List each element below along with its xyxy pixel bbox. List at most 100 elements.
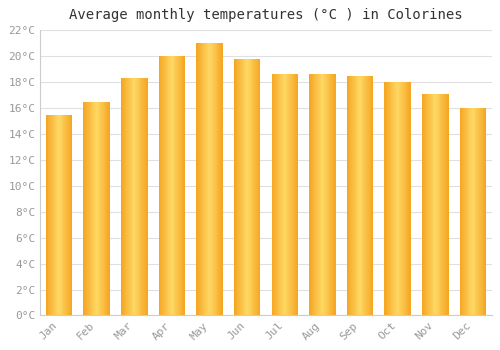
Bar <box>106 102 108 315</box>
Bar <box>242 59 244 315</box>
Bar <box>126 78 128 315</box>
Bar <box>258 59 260 315</box>
Bar <box>320 75 322 315</box>
Bar <box>180 56 181 315</box>
Bar <box>476 108 478 315</box>
Bar <box>242 59 243 315</box>
Bar <box>283 75 284 315</box>
Bar <box>384 82 411 315</box>
Bar <box>478 108 479 315</box>
Bar <box>178 56 179 315</box>
Bar <box>212 43 213 315</box>
Bar <box>348 76 349 315</box>
Bar <box>210 43 212 315</box>
Bar <box>214 43 215 315</box>
Bar <box>465 108 466 315</box>
Bar <box>134 78 136 315</box>
Bar <box>312 75 313 315</box>
Bar <box>284 75 285 315</box>
Bar <box>362 76 364 315</box>
Bar <box>144 78 145 315</box>
Bar <box>205 43 206 315</box>
Bar <box>48 115 50 315</box>
Bar <box>257 59 258 315</box>
Bar <box>180 56 182 315</box>
Bar <box>100 102 101 315</box>
Bar <box>325 75 326 315</box>
Bar <box>64 115 66 315</box>
Bar <box>350 76 352 315</box>
Bar <box>290 75 291 315</box>
Bar <box>351 76 352 315</box>
Bar <box>96 102 98 315</box>
Bar <box>442 94 444 315</box>
Bar <box>46 115 72 315</box>
Bar <box>145 78 146 315</box>
Bar <box>314 75 316 315</box>
Bar <box>138 78 140 315</box>
Bar <box>104 102 106 315</box>
Bar <box>292 75 293 315</box>
Bar <box>248 59 249 315</box>
Bar <box>168 56 170 315</box>
Bar <box>61 115 62 315</box>
Bar <box>296 75 297 315</box>
Bar <box>354 76 356 315</box>
Bar <box>424 94 425 315</box>
Bar <box>160 56 162 315</box>
Bar <box>46 115 47 315</box>
Bar <box>173 56 174 315</box>
Bar <box>172 56 173 315</box>
Bar <box>460 108 486 315</box>
Bar <box>426 94 428 315</box>
Bar <box>162 56 164 315</box>
Bar <box>422 94 423 315</box>
Bar <box>197 43 198 315</box>
Bar <box>158 56 160 315</box>
Bar <box>94 102 95 315</box>
Bar <box>50 115 51 315</box>
Bar <box>52 115 53 315</box>
Bar <box>367 76 368 315</box>
Bar <box>92 102 94 315</box>
Bar <box>142 78 143 315</box>
Bar <box>408 82 409 315</box>
Bar <box>368 76 369 315</box>
Bar <box>398 82 400 315</box>
Bar <box>95 102 96 315</box>
Bar <box>361 76 362 315</box>
Bar <box>239 59 240 315</box>
Bar <box>56 115 58 315</box>
Bar <box>59 115 60 315</box>
Bar <box>471 108 472 315</box>
Bar <box>390 82 392 315</box>
Bar <box>204 43 206 315</box>
Bar <box>322 75 324 315</box>
Bar <box>280 75 281 315</box>
Bar <box>234 59 235 315</box>
Bar <box>200 43 201 315</box>
Bar <box>310 75 311 315</box>
Bar <box>256 59 257 315</box>
Bar <box>464 108 465 315</box>
Bar <box>234 59 260 315</box>
Bar <box>384 82 386 315</box>
Bar <box>318 75 319 315</box>
Bar <box>54 115 56 315</box>
Bar <box>90 102 92 315</box>
Bar <box>58 115 59 315</box>
Bar <box>207 43 208 315</box>
Bar <box>171 56 172 315</box>
Bar <box>236 59 238 315</box>
Bar <box>85 102 86 315</box>
Bar <box>348 76 350 315</box>
Bar <box>316 75 318 315</box>
Bar <box>389 82 390 315</box>
Bar <box>435 94 436 315</box>
Bar <box>252 59 254 315</box>
Bar <box>220 43 221 315</box>
Bar <box>347 76 373 315</box>
Bar <box>278 75 280 315</box>
Bar <box>481 108 482 315</box>
Bar <box>274 75 276 315</box>
